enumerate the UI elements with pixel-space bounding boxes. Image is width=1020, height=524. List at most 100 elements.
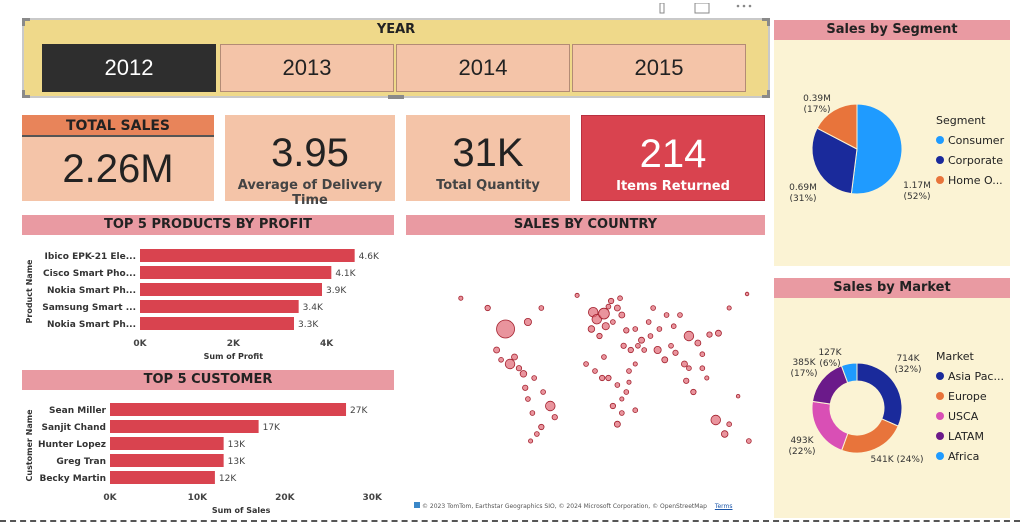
market-legend: Market Asia Pac... Europe USCA LATAM Afr… [936,350,1010,466]
country-bubble [626,379,632,385]
map-terms-link[interactable]: Terms [714,503,733,510]
category-label: Hunter Lopez [38,440,106,450]
bar [140,266,332,279]
y-axis-label: Product Name [25,259,34,324]
bar [140,249,355,262]
country-bubble [496,319,515,339]
country-bubble [614,382,621,388]
year-option-2012[interactable]: 2012 [42,44,216,92]
country-bubble [601,354,607,360]
resize-handle-icon[interactable] [388,95,404,99]
kpi-items-returned: 214 Items Returned [581,115,765,201]
year-option-2015[interactable]: 2015 [572,44,746,92]
slice-value-label: 493K [790,436,814,446]
slice-value-label: 127K [818,348,842,358]
country-bubble [663,312,670,318]
country-bubble [694,339,702,347]
country-bubble [618,311,626,319]
legend-item-africa[interactable]: Africa [936,446,1010,466]
country-bubble [610,319,616,325]
x-tick-label: 0K [103,493,117,503]
products-bar-chart: Ibico EPK-21 Ele... 4.6K Cisco Smart Pho..… [25,249,380,361]
country-bubble [706,331,713,338]
country-bubble [632,361,638,367]
legend-dot-icon [936,156,944,164]
legend-item-consumer[interactable]: Consumer [936,130,1010,150]
slice [816,103,858,150]
year-option-2013[interactable]: 2013 [220,44,394,92]
country-bubble [538,423,545,431]
country-bubble [620,342,627,349]
country-bubble [511,353,518,361]
data-label: 4.1K [335,269,356,279]
slice-percent-label: (22%) [788,447,815,457]
country-bubble [645,319,652,325]
year-option-2014[interactable]: 2014 [396,44,570,92]
slice-value-label: 1.17M [903,181,931,191]
data-label: 12K [219,474,237,484]
country-bubble [605,374,612,382]
country-map-title: SALES BY COUNTRY [406,215,765,235]
legend-item-home-office[interactable]: Home O... [936,170,1010,190]
country-bubble [522,384,529,391]
data-label: 17K [263,423,281,433]
slice [811,127,858,195]
kpi-total-sales: TOTAL SALES 2.26M [22,115,214,201]
data-label: 13K [228,457,246,467]
country-bubble [608,297,615,305]
country-bubble [534,431,540,437]
country-bubble [632,407,639,414]
country-bubble [715,329,722,337]
data-label: 4.6K [359,252,380,262]
sales-by-country-map[interactable] [406,240,765,502]
country-bubble [605,303,612,310]
legend-item-corporate[interactable]: Corporate [936,150,1010,170]
country-bubble [647,333,654,339]
country-bubble [599,374,606,382]
toolbar-icons [659,2,752,14]
country-bubble [619,410,625,416]
bar [140,317,294,330]
kpi-total-sales-title: TOTAL SALES [22,115,214,137]
country-bubble [623,389,630,395]
resize-handle-icon[interactable] [22,90,30,98]
market-donut-chart: 714K(32%) 541K (24%) 493K(22%) 385K(17%) 127… [788,348,923,465]
legend-item-asia-pacific[interactable]: Asia Pac... [936,366,1010,386]
slice-percent-label: (6%) [819,359,840,369]
resize-handle-icon[interactable] [762,18,770,26]
legend-item-europe[interactable]: Europe [936,386,1010,406]
segment-legend-title: Segment [936,114,986,127]
map-attribution-text: © 2023 TomTom, Earthstar Geographics SIO… [422,503,707,510]
country-bubble [613,304,621,312]
country-bubble [653,346,662,355]
country-bubble [583,361,589,367]
country-bubble [519,370,528,378]
country-bubble [690,388,697,396]
category-label: Becky Martin [39,474,106,484]
country-bubble [515,365,523,372]
category-label: Nokia Smart Ph... [47,320,136,330]
data-label: 13K [228,440,246,450]
country-bubble [587,325,596,333]
visual-toolbar [650,0,760,14]
focus-mode-icon [694,2,710,14]
slice [850,103,903,195]
slice-percent-label: (17%) [803,105,830,115]
country-bubble [623,327,630,334]
slice [811,400,849,451]
kpi-total-quantity-value: 31K [452,131,524,175]
filter-icon [659,2,665,14]
resize-handle-icon[interactable] [22,18,30,26]
kpi-items-returned-label: Items Returned [616,179,730,194]
country-bubble [683,377,690,384]
category-label: Cisco Smart Pho... [43,269,136,279]
category-label: Sean Miller [49,406,107,416]
legend-dot-icon [936,176,944,184]
data-label: 27K [350,406,368,416]
segment-pie-chart: 1.17M(52%) 0.69M(31%) 0.39M(17%) [789,94,931,204]
country-bubble [641,347,647,353]
bar [110,403,347,416]
resize-handle-icon[interactable] [762,90,770,98]
legend-item-latam[interactable]: LATAM [936,426,1010,446]
legend-item-usca[interactable]: USCA [936,406,1010,426]
